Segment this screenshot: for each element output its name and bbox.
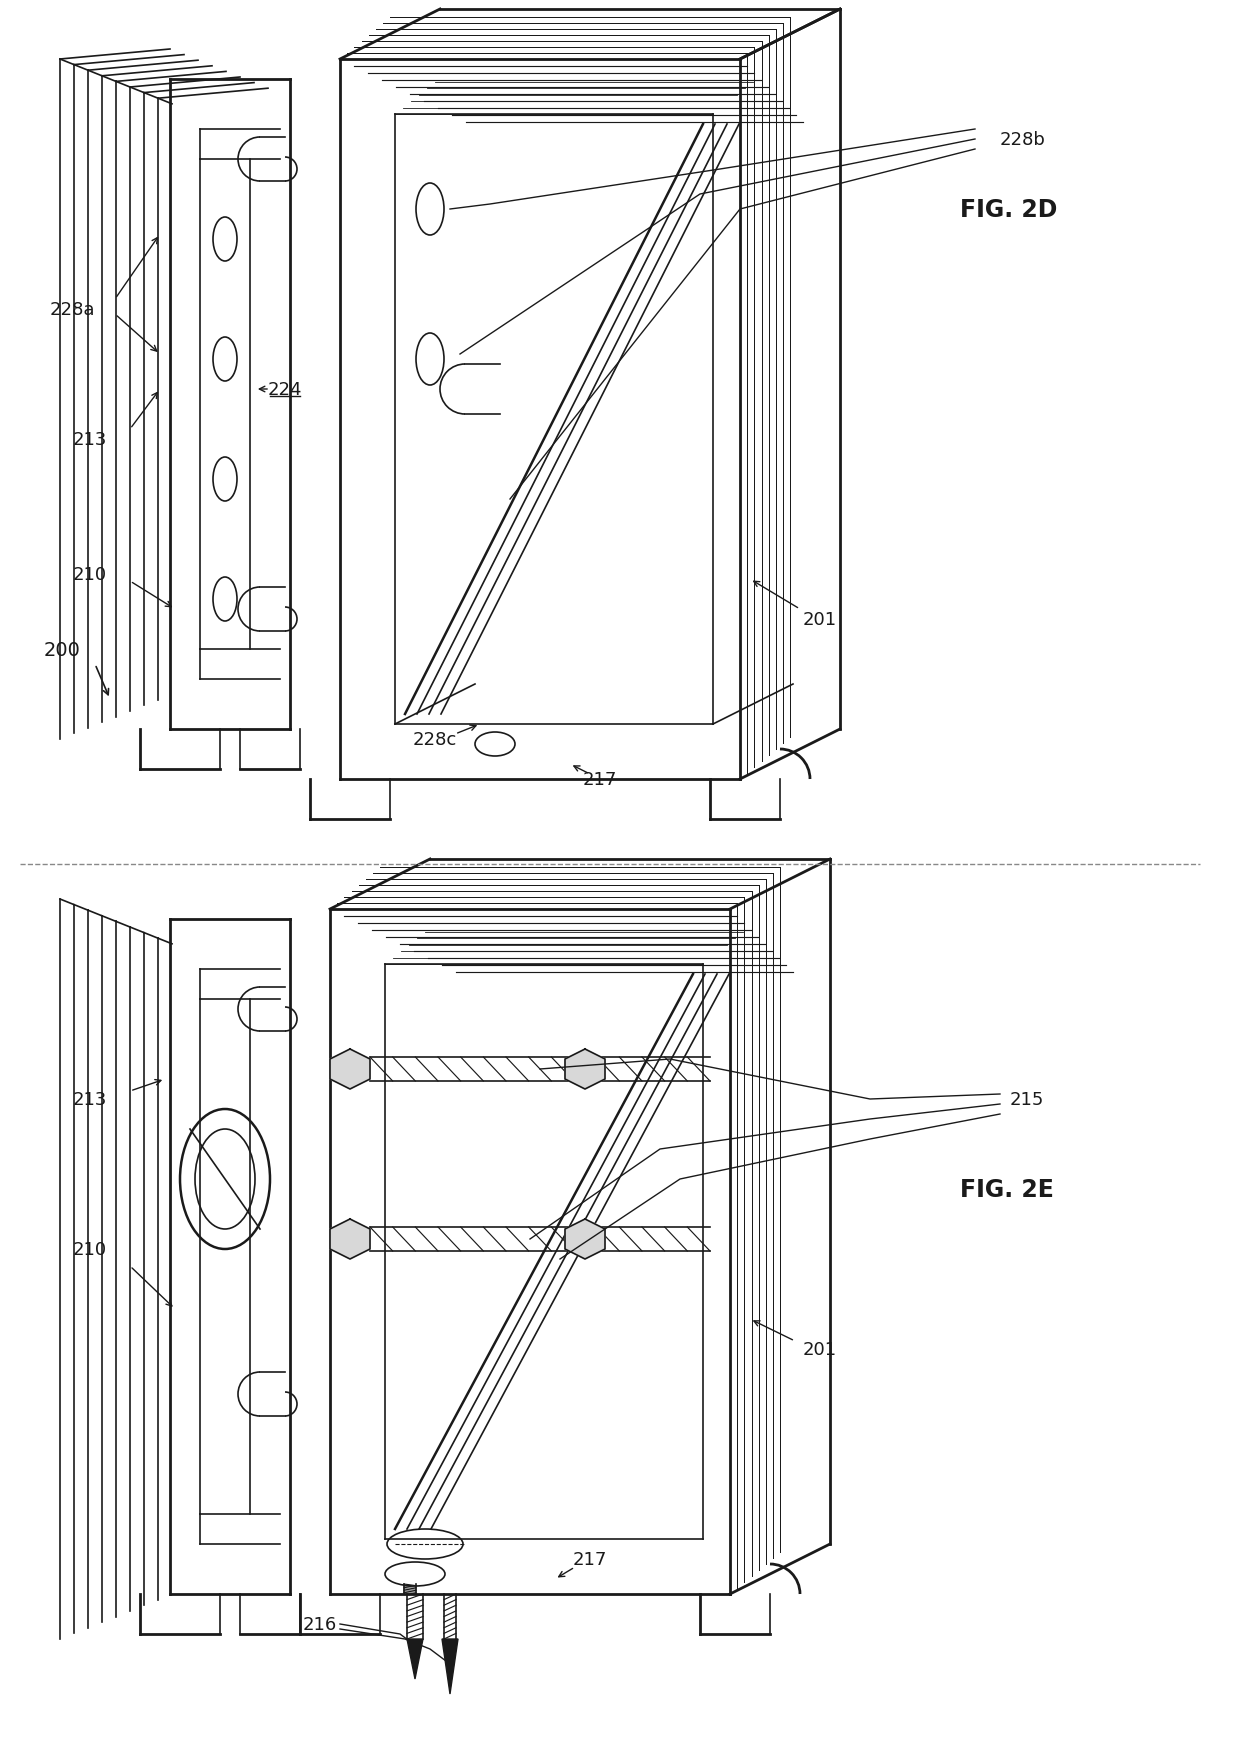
- Text: 213: 213: [73, 1090, 107, 1108]
- Text: 217: 217: [583, 770, 618, 788]
- Text: 201: 201: [804, 1341, 837, 1358]
- Text: 210: 210: [73, 565, 107, 584]
- Text: 228c: 228c: [413, 730, 458, 748]
- Polygon shape: [441, 1640, 458, 1694]
- Polygon shape: [330, 1219, 370, 1259]
- Text: 217: 217: [573, 1549, 608, 1569]
- Text: FIG. 2E: FIG. 2E: [960, 1177, 1054, 1202]
- Ellipse shape: [415, 184, 444, 237]
- Bar: [20, 24, 970, 845]
- Ellipse shape: [213, 457, 237, 503]
- Ellipse shape: [415, 334, 444, 386]
- Text: 215: 215: [1011, 1090, 1044, 1108]
- Ellipse shape: [213, 217, 237, 263]
- Ellipse shape: [213, 337, 237, 383]
- Ellipse shape: [384, 1562, 445, 1586]
- Text: 216: 216: [303, 1616, 337, 1633]
- Text: 210: 210: [73, 1240, 107, 1259]
- Polygon shape: [565, 1049, 605, 1089]
- Text: 228a: 228a: [50, 301, 94, 318]
- Text: 228b: 228b: [999, 130, 1045, 150]
- Ellipse shape: [213, 577, 237, 621]
- Text: 213: 213: [73, 431, 107, 449]
- Text: 200: 200: [43, 640, 81, 659]
- Text: FIG. 2D: FIG. 2D: [960, 198, 1058, 223]
- Text: 201: 201: [804, 610, 837, 628]
- Polygon shape: [565, 1219, 605, 1259]
- Polygon shape: [407, 1640, 423, 1680]
- Ellipse shape: [475, 732, 515, 756]
- Text: 224: 224: [268, 381, 303, 398]
- Polygon shape: [330, 1049, 370, 1089]
- Ellipse shape: [387, 1529, 463, 1560]
